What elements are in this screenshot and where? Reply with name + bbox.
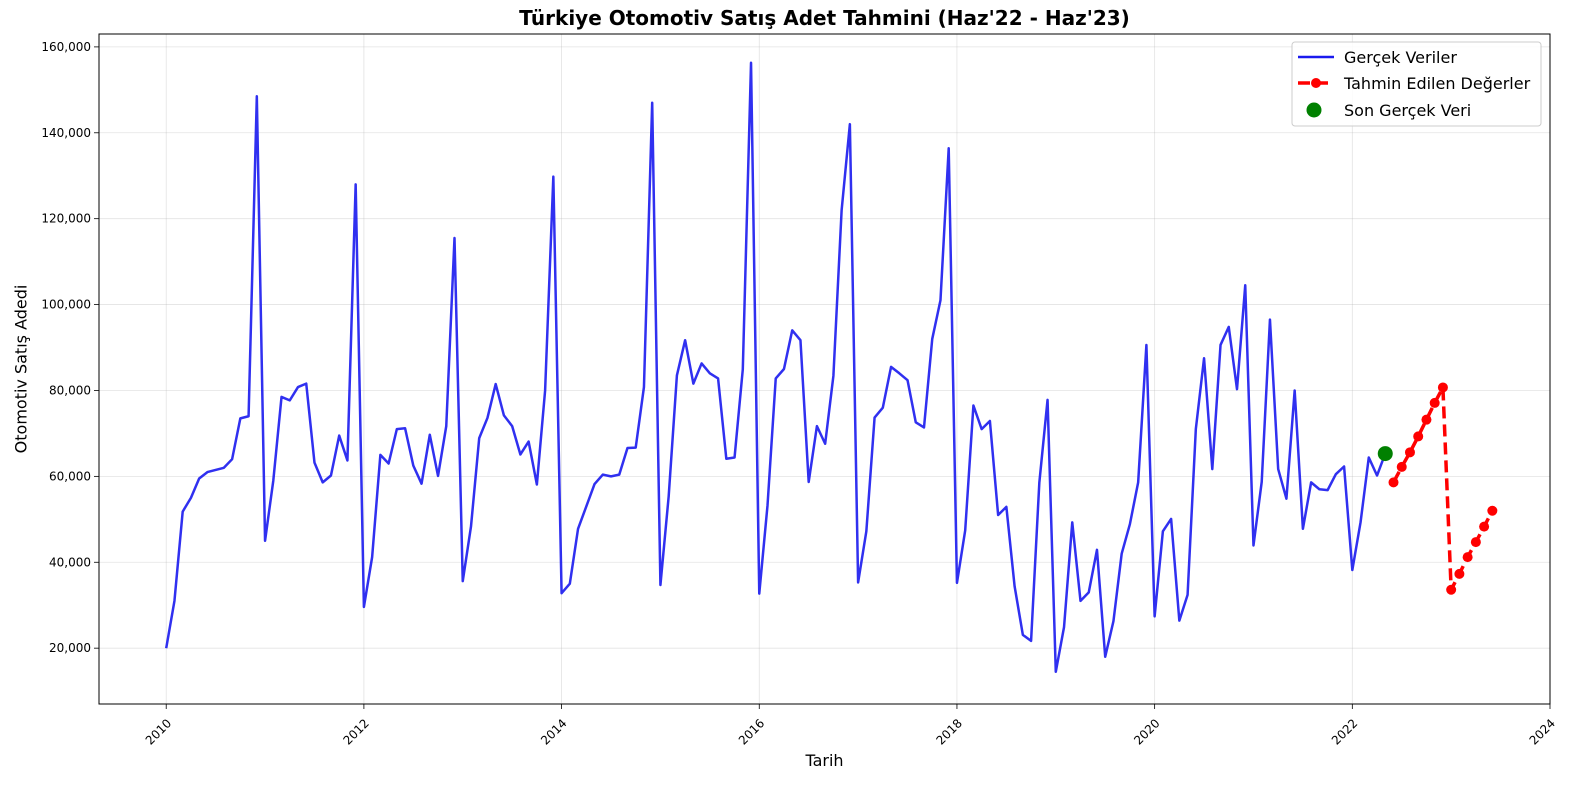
y-tick-label: 80,000 bbox=[49, 383, 91, 397]
forecast-point bbox=[1454, 568, 1465, 579]
x-axis-label: Tarih bbox=[804, 751, 843, 770]
axis-ticks: 2010 2012 2014 2016 2018 2020 2022 2024 20,000 40… bbox=[41, 40, 1558, 748]
y-tick-label: 40,000 bbox=[49, 555, 91, 569]
x-tick-label: 2014 bbox=[538, 716, 569, 747]
legend-entry-last-actual: Son Gerçek Veri bbox=[1344, 101, 1471, 120]
forecast-point bbox=[1429, 397, 1440, 408]
y-axis-label: Otomotiv Satış Adedi bbox=[12, 285, 31, 454]
forecast-point bbox=[1487, 505, 1498, 516]
y-tick-label: 140,000 bbox=[41, 126, 91, 140]
legend: Gerçek Veriler Tahmin Edilen Değerler So… bbox=[1291, 41, 1542, 127]
series-line-actual bbox=[164, 61, 1387, 674]
y-tick-label: 160,000 bbox=[41, 40, 91, 54]
series-layer bbox=[164, 61, 1498, 674]
chart-title: Türkiye Otomotiv Satış Adet Tahmini (Haz… bbox=[519, 6, 1130, 30]
series-line-forecast bbox=[1391, 385, 1494, 592]
forecast-point bbox=[1404, 447, 1415, 458]
legend-entry-forecast: Tahmin Edilen Değerler bbox=[1343, 74, 1531, 93]
forecast-point bbox=[1413, 431, 1424, 442]
y-tick-label: 120,000 bbox=[41, 212, 91, 226]
y-tick-label: 60,000 bbox=[49, 469, 91, 483]
legend-marker-forecast bbox=[1311, 78, 1321, 88]
x-tick-label: 2020 bbox=[1131, 716, 1162, 747]
forecast-point bbox=[1446, 584, 1457, 595]
y-tick-label: 20,000 bbox=[49, 641, 91, 655]
x-tick-label: 2018 bbox=[934, 716, 965, 747]
forecast-point bbox=[1388, 477, 1399, 488]
plot-frame bbox=[98, 33, 1551, 705]
y-tick-label: 100,000 bbox=[41, 298, 91, 312]
legend-box bbox=[1291, 41, 1542, 127]
x-tick-label: 2024 bbox=[1527, 716, 1558, 747]
forecast-point bbox=[1396, 461, 1407, 472]
legend-marker-last-actual bbox=[1306, 102, 1322, 118]
grid-lines bbox=[99, 34, 1551, 704]
forecast-point bbox=[1470, 537, 1481, 548]
x-tick-label: 2012 bbox=[340, 716, 371, 747]
forecast-point bbox=[1437, 382, 1448, 393]
x-tick-label: 2010 bbox=[143, 716, 174, 747]
x-tick-label: 2016 bbox=[736, 716, 767, 747]
x-tick-label: 2022 bbox=[1329, 716, 1360, 747]
forecast-point bbox=[1421, 414, 1432, 425]
forecast-point bbox=[1462, 552, 1473, 563]
forecast-point bbox=[1479, 521, 1490, 532]
last-actual-point bbox=[1377, 446, 1393, 462]
legend-entry-actual: Gerçek Veriler bbox=[1344, 48, 1457, 67]
